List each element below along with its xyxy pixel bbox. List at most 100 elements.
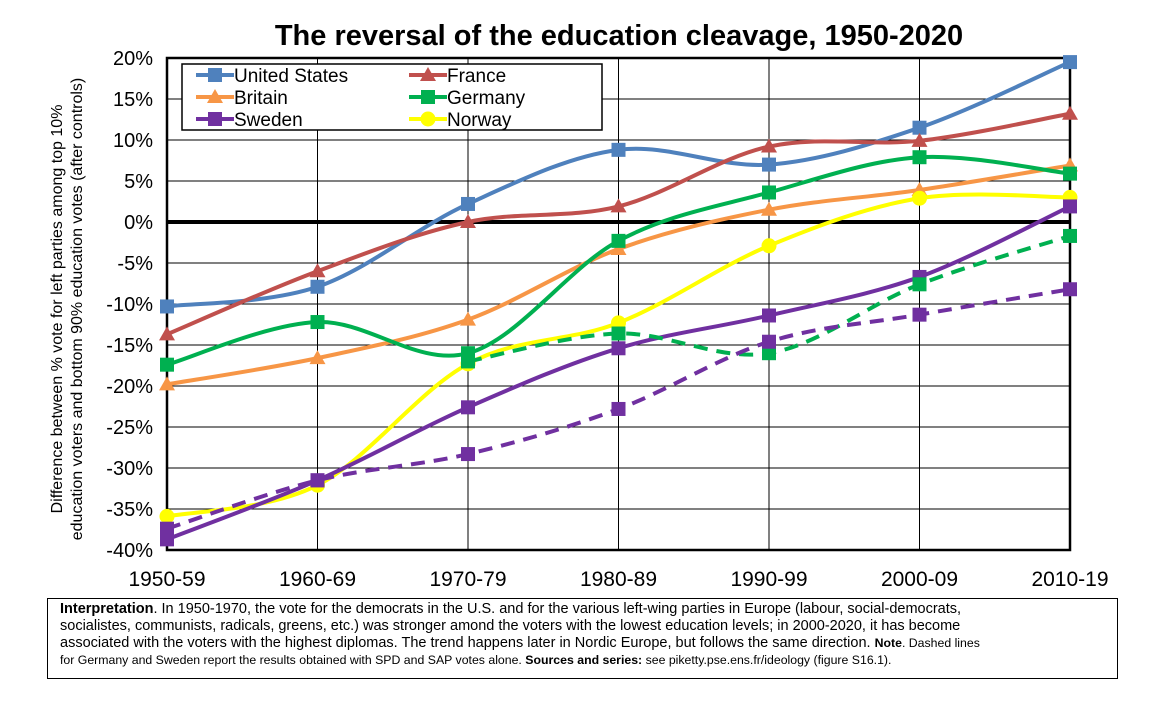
data-point-germany-dashed	[611, 326, 626, 341]
data-point-sweden-dashed	[461, 447, 475, 462]
legend-label-britain: Britain	[234, 88, 288, 109]
legend-marker-sweden	[208, 112, 222, 126]
data-point-norway	[159, 508, 175, 524]
data-point-norway	[912, 190, 927, 206]
legend-box	[181, 63, 603, 131]
legend-label-united-states: United States	[234, 66, 348, 87]
y-axis-label: Difference between % vote for left parti…	[49, 78, 86, 540]
y-tick-label: 15%	[113, 89, 153, 111]
chart-title: The reversal of the education cleavage, …	[274, 20, 964, 52]
data-point-sweden	[160, 532, 174, 547]
series-united-states	[160, 55, 1077, 314]
data-point-britain	[159, 376, 175, 391]
note-text: . Dashed lines	[901, 636, 980, 650]
interpretation-line-3: associated with the voters with the high…	[60, 635, 871, 651]
data-point-sweden-dashed	[1063, 282, 1077, 297]
legend-marker-britain	[207, 89, 223, 103]
y-tick-label: 20%	[113, 48, 153, 70]
y-tick-label: -25%	[106, 417, 153, 439]
sources-text: see piketty.pse.ens.fr/ideology (figure …	[645, 653, 892, 667]
legend: United States France Britain Germany Sweden N…	[181, 63, 603, 131]
legend-label-sweden: Sweden	[234, 110, 303, 131]
x-tick-label: 1990-99	[730, 568, 807, 591]
data-point-germany-dashed	[762, 346, 776, 361]
data-point-germany	[912, 150, 927, 165]
data-point-sweden-dashed	[762, 334, 776, 349]
data-point-france	[460, 214, 476, 228]
data-point-germany-dashed	[912, 277, 927, 292]
note-label: Note	[874, 636, 902, 650]
data-point-sweden-dashed	[611, 401, 626, 416]
data-point-united-states	[160, 299, 174, 314]
data-point-norway	[761, 238, 777, 254]
series-germany	[160, 150, 1077, 372]
data-point-sweden-dashed	[912, 307, 927, 322]
data-point-united-states	[310, 279, 325, 294]
data-point-britain	[610, 241, 627, 256]
data-point-germany-dashed	[1063, 228, 1077, 243]
data-point-sweden	[1063, 199, 1077, 214]
data-point-united-states	[1063, 55, 1077, 70]
data-point-germany-dashed	[461, 354, 475, 369]
x-tick-label: 2010-19	[1031, 568, 1108, 591]
data-point-sweden	[461, 400, 475, 415]
legend-label-germany: Germany	[447, 88, 526, 109]
data-point-united-states	[461, 196, 475, 211]
line-chart: 20% 15% 10% 5% 0% -5% -10% -15% -20% -25% -30% -35%…	[49, 48, 1109, 591]
data-point-united-states	[912, 120, 927, 135]
data-point-germany	[611, 233, 626, 248]
y-axis-label-line: Difference between % vote for left parti…	[49, 105, 66, 514]
legend-marker-france	[420, 67, 436, 81]
interpretation-line-4: for Germany and Sweden report the result…	[60, 653, 522, 667]
x-tick-label: 1950-59	[128, 568, 205, 591]
legend-label-norway: Norway	[447, 110, 512, 131]
series-france	[159, 105, 1078, 341]
interpretation-note: Interpretation. In 1950-1970, the vote f…	[47, 598, 1118, 679]
grid-lines	[167, 57, 1070, 551]
y-tick-label: 5%	[124, 171, 153, 193]
x-tick-label: 2000-09	[881, 568, 958, 591]
x-tick-label: 1980-89	[580, 568, 657, 591]
interpretation-line-1: . In 1950-1970, the vote for the democra…	[153, 601, 962, 617]
axes: 20% 15% 10% 5% 0% -5% -10% -15% -20% -25% -30% -35%…	[106, 48, 1108, 591]
sources-label: Sources and series:	[525, 653, 643, 667]
data-point-germany	[160, 357, 174, 372]
data-point-sweden-dashed	[310, 473, 325, 488]
x-tick-label: 1960-69	[279, 568, 356, 591]
y-tick-label: -35%	[106, 499, 153, 521]
y-tick-label: -40%	[106, 540, 153, 562]
interpretation-label: Interpretation	[60, 601, 154, 617]
y-tick-label: 0%	[124, 212, 153, 234]
data-point-united-states	[762, 157, 776, 172]
legend-label-france: France	[447, 66, 506, 87]
series-lines	[159, 55, 1078, 547]
legend-marker-norway	[420, 111, 436, 127]
legend-marker-germany	[421, 90, 435, 104]
data-point-france	[1062, 105, 1078, 120]
interpretation-line-2: socialistes, communists, radicals, green…	[60, 618, 961, 634]
data-point-united-states	[611, 142, 626, 157]
data-point-germany	[1063, 166, 1077, 181]
data-point-sweden-dashed	[160, 521, 174, 536]
y-tick-label: -10%	[106, 294, 153, 316]
data-point-france	[911, 132, 928, 147]
data-point-sweden	[611, 341, 626, 356]
data-point-britain	[309, 350, 326, 365]
y-tick-label: -5%	[117, 253, 153, 275]
x-tick-label: 1970-79	[429, 568, 506, 591]
data-point-germany	[762, 185, 776, 200]
data-point-france	[610, 198, 627, 213]
data-point-france	[159, 326, 175, 341]
y-tick-label: 10%	[113, 130, 153, 152]
y-tick-label: -20%	[106, 376, 153, 398]
series-sweden-dashed	[160, 282, 1077, 536]
data-point-britain	[460, 311, 476, 326]
data-point-sweden	[762, 308, 776, 323]
legend-marker-united-states	[208, 68, 222, 82]
y-tick-label: -30%	[106, 458, 153, 480]
series-germany-dashed	[461, 228, 1077, 369]
data-point-france	[309, 263, 326, 278]
data-point-britain	[761, 201, 777, 216]
y-axis-label-line: education voters and bottom 90% educatio…	[69, 78, 86, 540]
data-point-france	[761, 138, 777, 153]
